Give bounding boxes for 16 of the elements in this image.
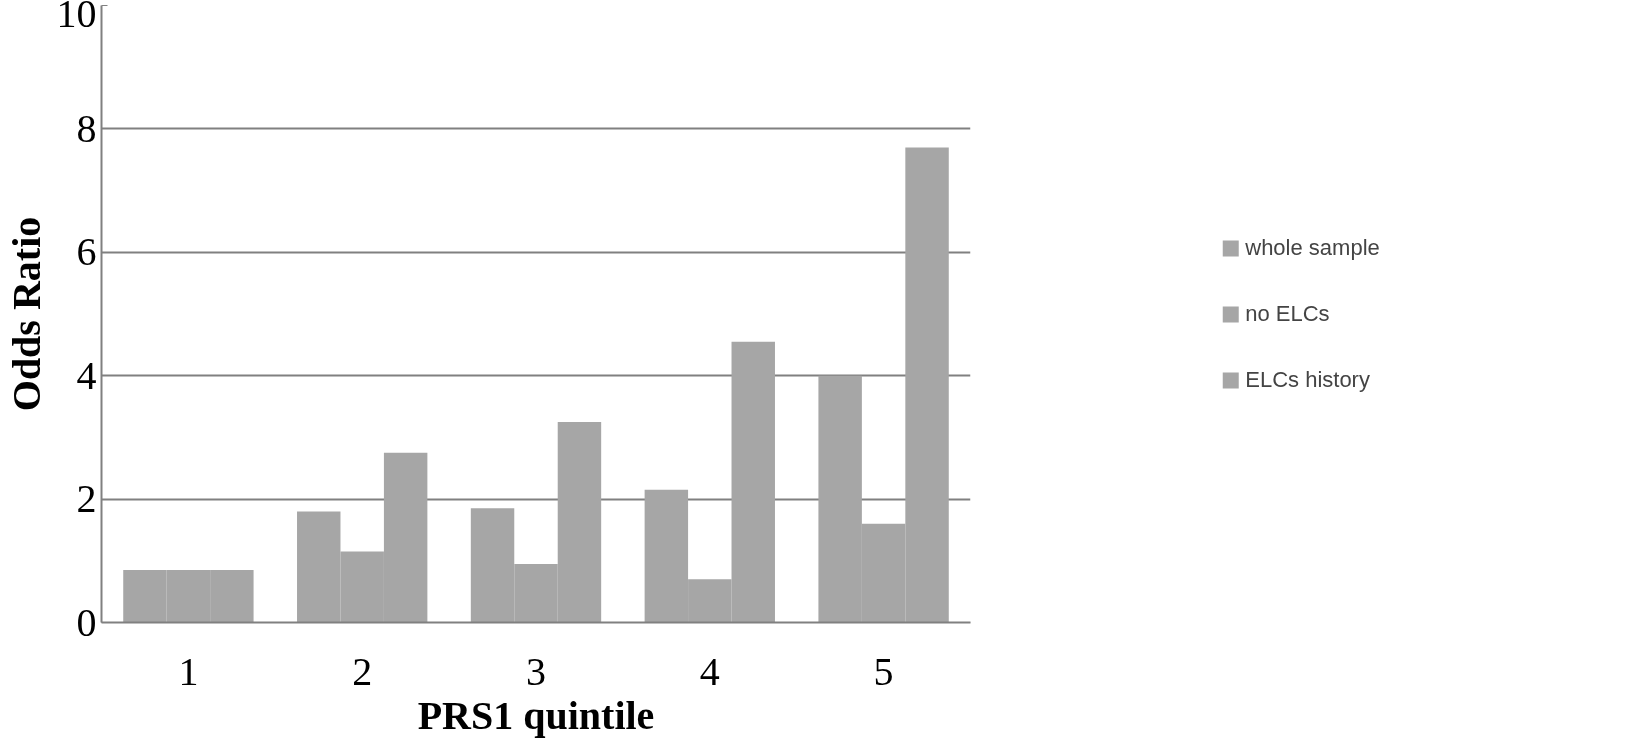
y-tick-label: 4: [76, 352, 97, 398]
legend-label: whole sample: [1245, 234, 1380, 261]
y-tick-label: 6: [76, 229, 97, 275]
legend-label: no ELCs: [1245, 300, 1330, 327]
y-tick-label: 10: [56, 0, 97, 36]
x-axis-title: PRS1 quintile: [417, 692, 655, 738]
x-tick-label: 1: [178, 648, 199, 694]
x-tick-label: 2: [352, 648, 373, 694]
x-tick-label: 5: [873, 648, 894, 694]
x-tick-label: 3: [526, 648, 546, 694]
x-tick-label: 4: [699, 648, 720, 694]
y-tick-label: 0: [76, 599, 97, 645]
y-tick-label: 8: [76, 105, 97, 151]
y-axis-title: Odds Ratio: [3, 216, 49, 412]
y-tick-label: 2: [76, 476, 97, 522]
legend-label: ELCs history: [1245, 366, 1370, 393]
